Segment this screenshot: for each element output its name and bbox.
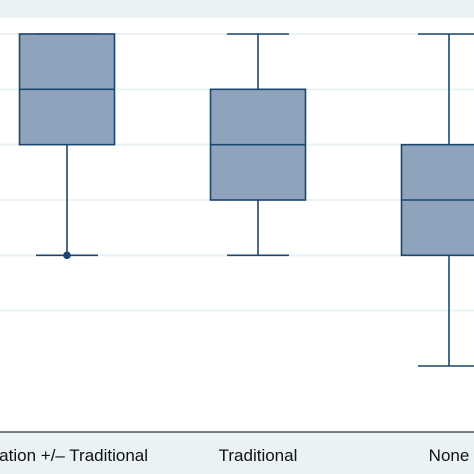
x-tick-label: ulation +/– Traditional	[0, 446, 148, 465]
box-group	[209, 33, 307, 257]
boxes	[18, 33, 474, 367]
box-group	[400, 33, 474, 367]
x-tick-label: Traditional	[219, 446, 298, 465]
x-tick-labels: ulation +/– Traditional Traditional None	[0, 446, 469, 465]
x-tick-label: None	[429, 446, 470, 465]
outlier-point	[63, 251, 71, 260]
box-group	[18, 33, 116, 260]
